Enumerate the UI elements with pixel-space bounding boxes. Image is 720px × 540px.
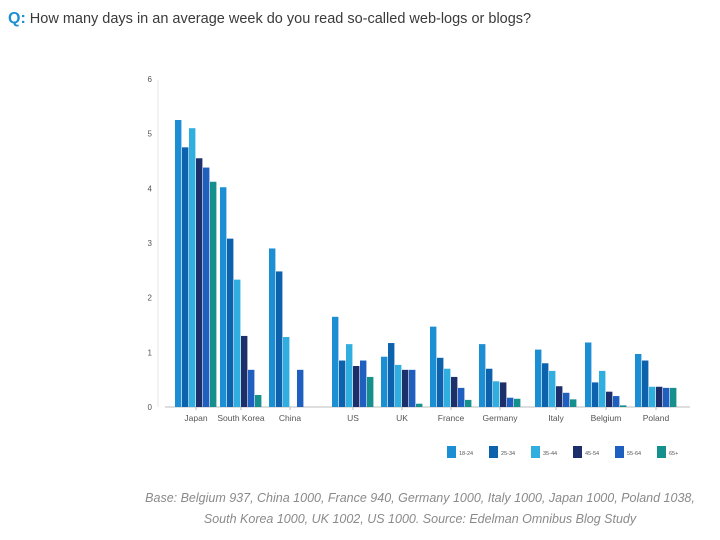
legend-label: 18-24 [459,451,473,457]
bar [367,376,374,407]
legend-label: 45-54 [585,451,599,457]
bar [458,387,465,407]
bar [339,360,346,407]
x-tick-label: Poland [643,413,670,423]
x-tick-label: Japan [184,413,207,423]
question-prefix: Q: [8,10,26,27]
bar [437,357,444,407]
x-tick-label: UK [396,413,408,423]
bar [444,368,451,407]
bar [549,370,556,407]
bar [451,376,458,407]
x-tick-label: France [438,413,465,423]
question-title: Q: How many days in an average week do yo… [8,10,531,28]
bar [234,279,241,407]
bar [360,360,367,407]
footnote: Base: Belgium 937, China 1000, France 94… [145,491,695,526]
bar [189,128,196,407]
legend-swatch [447,446,456,458]
legend-swatch [489,446,498,458]
y-tick-label: 2 [148,294,153,303]
bar [585,342,592,407]
legend-swatch [615,446,624,458]
bar [297,369,304,407]
bar [402,369,409,407]
y-axis-ticks: 0 1 2 3 4 5 6 [148,75,153,412]
y-tick-label: 0 [148,403,153,412]
bar [175,120,182,407]
y-tick-label: 5 [148,130,153,139]
y-tick-label: 4 [148,184,153,193]
bar [203,167,210,407]
bar [255,394,262,407]
bar [241,335,248,407]
bar [556,386,563,407]
bar [276,271,283,407]
bar [620,405,627,407]
bar [346,344,353,407]
bar [210,181,217,407]
bar [332,316,339,407]
bar [613,396,620,407]
bar [395,364,402,407]
y-tick-label: 3 [148,239,153,248]
x-tick-label: Italy [548,413,564,423]
bar [409,369,416,407]
bar [606,391,613,407]
legend-label: 35-44 [543,451,557,457]
legend: 18-24 25-34 35-44 45-54 55-64 65+ [447,446,678,458]
x-tick-label: Belgium [591,413,622,423]
bar [514,398,521,407]
bar [227,238,234,407]
bar [388,343,395,407]
bar [381,356,388,407]
bar [479,344,486,407]
bars-group [175,120,677,407]
bar [649,386,656,407]
bar [599,370,606,407]
bar [430,326,437,407]
bar [248,369,255,407]
bar [656,386,663,407]
bar [635,353,642,407]
y-tick-label: 6 [148,75,153,84]
bar [416,403,423,407]
bar [592,382,599,407]
bar [500,382,507,407]
bar [507,397,514,407]
legend-label: 65+ [669,451,678,457]
bar [542,363,549,407]
legend-label: 55-64 [627,451,641,457]
legend-swatch [573,446,582,458]
legend-label: 25-34 [501,451,515,457]
bar [465,399,472,407]
question-text: How many days in an average week do you … [29,11,532,27]
bar [570,399,577,407]
legend-swatch [657,446,666,458]
bar [670,387,677,407]
bar [182,147,189,407]
legend-swatch [531,446,540,458]
bar [563,392,570,407]
bar [283,337,290,407]
x-axis-labels: Japan South Korea China US UK France Germany It… [184,407,670,423]
y-tick-label: 1 [148,348,153,357]
x-tick-label: China [279,413,301,423]
bar [353,366,360,407]
bar [220,187,227,407]
bar [493,381,500,407]
bar [196,158,203,407]
bar [535,349,542,407]
x-tick-label: South Korea [217,413,265,423]
bar [642,360,649,407]
bar [663,387,670,407]
x-tick-label: US [347,413,359,423]
bar [269,248,276,407]
x-tick-label: Germany [483,413,519,423]
bar [486,368,493,407]
